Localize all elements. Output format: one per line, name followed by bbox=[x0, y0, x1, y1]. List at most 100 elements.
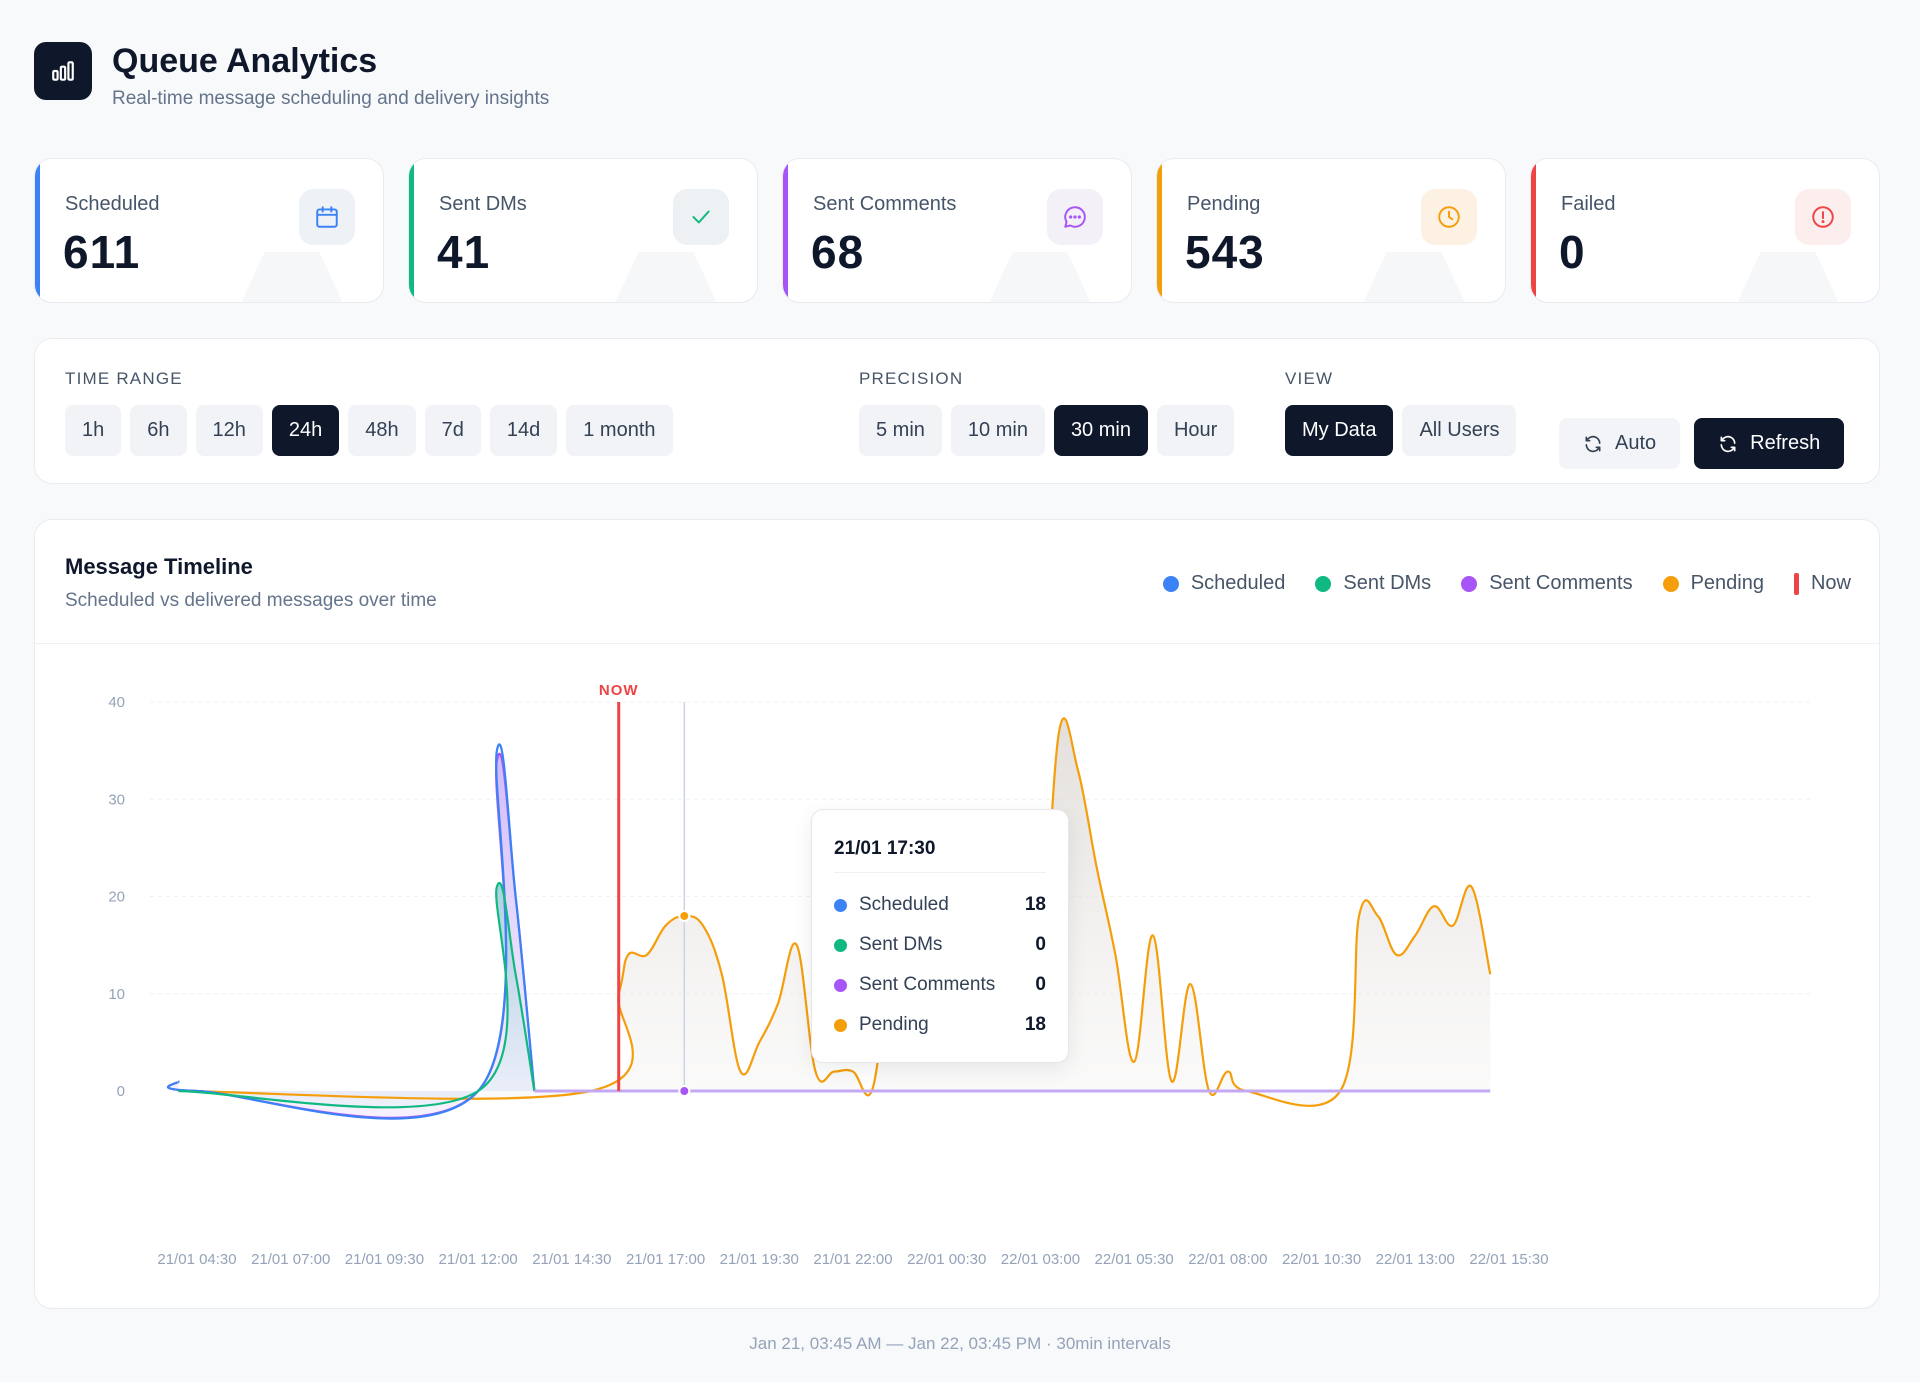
tooltip-row-sent-dms: Sent DMs 0 bbox=[834, 934, 1046, 956]
view-all-users[interactable]: All Users bbox=[1402, 405, 1517, 456]
x-tick-label: 22/01 10:30 bbox=[1282, 1251, 1361, 1268]
chart-legend: Scheduled Sent DMs Sent Comments Pending… bbox=[1162, 572, 1851, 595]
legend-item-now[interactable]: Now bbox=[1793, 572, 1851, 595]
precision-10-min[interactable]: 10 min bbox=[950, 405, 1045, 456]
x-tick-label: 22/01 08:00 bbox=[1188, 1251, 1267, 1268]
scheduled-line bbox=[166, 743, 536, 1120]
page-title: Queue Analytics bbox=[112, 42, 378, 80]
legend-item-pending[interactable]: Pending bbox=[1662, 572, 1764, 595]
tooltip-title: 21/01 17:30 bbox=[834, 838, 936, 859]
legend-label: Scheduled bbox=[1190, 572, 1286, 594]
bar-chart-icon bbox=[52, 61, 74, 81]
decorative-shape bbox=[1733, 252, 1843, 302]
app-logo bbox=[34, 42, 92, 100]
tooltip-divider bbox=[834, 872, 1046, 873]
time-range-group: TIME RANGE 1h 6h 12h 24h 48h 7d 14d 1 mo… bbox=[65, 369, 673, 456]
timeline-chart[interactable]: 0 10 20 30 40 21/01 04:30 21/01 07:00 21/01 09:… bbox=[35, 644, 1881, 1308]
legend-label: Now bbox=[1810, 572, 1851, 594]
chart-subtitle: Scheduled vs delivered messages over tim… bbox=[65, 590, 437, 611]
stat-label: Failed bbox=[1561, 193, 1616, 215]
x-tick-label: 22/01 00:30 bbox=[907, 1251, 986, 1268]
tooltip-row-pending: Pending 18 bbox=[834, 1014, 1046, 1036]
stat-card-pending: Pending 543 bbox=[1156, 158, 1506, 303]
stat-label: Pending bbox=[1187, 193, 1261, 215]
decorative-shape bbox=[237, 252, 347, 302]
message-timeline-card: Message Timeline Scheduled vs delivered … bbox=[34, 519, 1880, 1309]
stat-value: 68 bbox=[811, 226, 865, 278]
y-tick-label: 30 bbox=[108, 791, 125, 808]
refresh-button[interactable]: Refresh bbox=[1694, 418, 1845, 469]
auto-refresh-label: Auto bbox=[1615, 432, 1657, 454]
view-my-data[interactable]: My Data bbox=[1285, 405, 1394, 456]
sent-dms-area bbox=[178, 882, 535, 1108]
refresh-icon bbox=[1585, 435, 1601, 452]
now-marker-label: NOW bbox=[599, 682, 639, 699]
stats-row: Scheduled 611 Sent DMs 41 Sent Comments … bbox=[34, 158, 1880, 303]
time-range-6h[interactable]: 6h bbox=[130, 405, 187, 456]
x-tick-label: 21/01 19:30 bbox=[720, 1251, 799, 1268]
range-footer: Jan 21, 03:45 AM — Jan 22, 03:45 PM · 30… bbox=[749, 1334, 1171, 1353]
stat-accent-bar bbox=[783, 159, 788, 302]
stat-card-scheduled: Scheduled 611 bbox=[34, 158, 384, 303]
y-tick-label: 40 bbox=[108, 694, 125, 711]
x-tick-label: 21/01 04:30 bbox=[157, 1251, 236, 1268]
time-range-12h[interactable]: 12h bbox=[195, 405, 263, 456]
precision-5-min[interactable]: 5 min bbox=[859, 405, 942, 456]
legend-label: Sent Comments bbox=[1489, 572, 1633, 594]
tooltip-label: Sent DMs bbox=[859, 934, 943, 955]
tooltip-value: 0 bbox=[1035, 974, 1046, 995]
tooltip-dot bbox=[834, 898, 847, 912]
alert-icon bbox=[1812, 206, 1834, 228]
stat-value: 0 bbox=[1559, 226, 1586, 278]
legend-item-scheduled[interactable]: Scheduled bbox=[1162, 572, 1286, 595]
stat-label: Sent DMs bbox=[439, 193, 527, 215]
tooltip-row-scheduled: Scheduled 18 bbox=[834, 894, 1046, 916]
time-range-1-month[interactable]: 1 month bbox=[566, 405, 673, 456]
stat-card-sent-comments: Sent Comments 68 bbox=[782, 158, 1132, 303]
legend-label: Sent DMs bbox=[1343, 572, 1432, 594]
tooltip-label: Sent Comments bbox=[859, 974, 996, 995]
stat-accent-bar bbox=[1157, 159, 1162, 302]
y-tick-label: 10 bbox=[108, 986, 125, 1003]
refresh-group: Auto Refresh bbox=[1559, 402, 1845, 469]
legend-item-sent-dms[interactable]: Sent DMs bbox=[1315, 572, 1431, 595]
legend-now-bar bbox=[1793, 572, 1799, 595]
stat-icon-box bbox=[1421, 189, 1477, 245]
y-tick-label: 0 bbox=[117, 1083, 125, 1100]
decorative-shape bbox=[1359, 252, 1469, 302]
stat-value: 41 bbox=[437, 226, 491, 278]
calendar-icon bbox=[316, 206, 338, 228]
sent-comments-area bbox=[168, 753, 535, 1118]
view-group: VIEW My Data All Users bbox=[1285, 369, 1517, 456]
time-range-14d[interactable]: 14d bbox=[489, 405, 558, 456]
legend-item-sent-comments[interactable]: Sent Comments bbox=[1461, 572, 1633, 595]
decorative-shape bbox=[985, 252, 1095, 302]
time-range-1h[interactable]: 1h bbox=[65, 405, 122, 456]
sent-comments-line bbox=[166, 752, 536, 1119]
stat-value: 543 bbox=[1185, 226, 1265, 278]
time-range-24h[interactable]: 24h bbox=[271, 405, 340, 456]
filters-panel: TIME RANGE 1h 6h 12h 24h 48h 7d 14d 1 mo… bbox=[34, 338, 1880, 484]
tooltip-label: Scheduled bbox=[859, 894, 949, 915]
chart-title: Message Timeline bbox=[65, 554, 253, 579]
legend-dot bbox=[1162, 575, 1179, 592]
precision-30-min[interactable]: 30 min bbox=[1053, 405, 1148, 456]
time-range-48h[interactable]: 48h bbox=[348, 405, 416, 456]
refresh-label: Refresh bbox=[1750, 432, 1821, 454]
stat-label: Scheduled bbox=[65, 193, 160, 215]
page-header: Queue Analytics Real-time message schedu… bbox=[34, 42, 549, 110]
x-tick-label: 21/01 07:00 bbox=[251, 1251, 330, 1268]
tooltip-value: 18 bbox=[1024, 894, 1046, 915]
precision-label: PRECISION bbox=[859, 369, 964, 388]
auto-refresh-button[interactable]: Auto bbox=[1559, 418, 1681, 469]
x-tick-label: 21/01 09:30 bbox=[345, 1251, 424, 1268]
legend-dot bbox=[1461, 575, 1478, 592]
stat-icon-box bbox=[1795, 189, 1851, 245]
time-range-label: TIME RANGE bbox=[65, 369, 183, 388]
check-icon bbox=[692, 210, 710, 224]
precision-hour[interactable]: Hour bbox=[1156, 405, 1235, 456]
time-range-7d[interactable]: 7d bbox=[424, 405, 481, 456]
y-tick-label: 20 bbox=[108, 889, 125, 906]
x-tick-label: 22/01 15:30 bbox=[1469, 1251, 1548, 1268]
stat-accent-bar bbox=[35, 159, 40, 302]
